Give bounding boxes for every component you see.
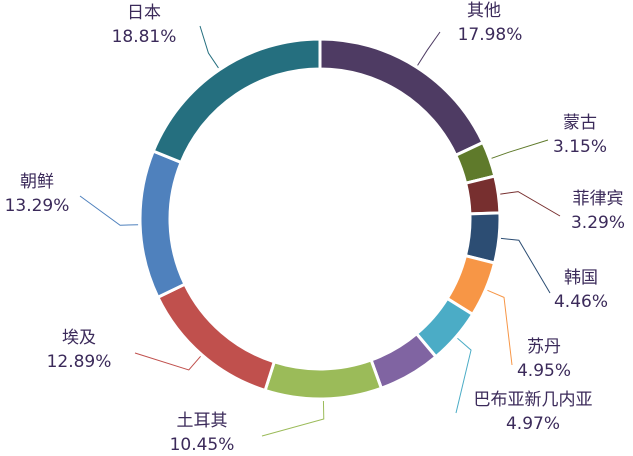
slice-label-2: 蒙古 bbox=[563, 113, 597, 133]
leader-line-9 bbox=[134, 352, 201, 371]
slice-label-8: 土耳其 bbox=[177, 411, 228, 431]
slice-label-11: 日本 bbox=[127, 3, 161, 23]
slice-9 bbox=[155, 282, 277, 393]
slice-value-3: 3.29% bbox=[571, 213, 625, 233]
slice-label-9: 埃及 bbox=[62, 328, 96, 348]
slice-label-5: 苏丹 bbox=[527, 337, 561, 357]
slice-value-2: 3.15% bbox=[553, 137, 607, 157]
leader-line-10 bbox=[79, 195, 139, 226]
slice-10 bbox=[138, 149, 187, 300]
slice-value-10: 13.29% bbox=[5, 196, 70, 216]
leader-line-3 bbox=[500, 191, 561, 217]
slice-label-3: 菲律宾 bbox=[573, 189, 624, 209]
slice-value-11: 18.81% bbox=[112, 27, 177, 47]
leader-line-6 bbox=[455, 337, 472, 414]
slice-label-6: 巴布亚新几内亚 bbox=[474, 390, 593, 410]
leader-line-5 bbox=[487, 289, 513, 366]
leader-line-11 bbox=[199, 25, 219, 69]
donut-slices bbox=[138, 37, 502, 401]
slice-label-10: 朝鲜 bbox=[20, 172, 54, 192]
slice-value-5: 4.95% bbox=[517, 361, 571, 381]
leader-lines bbox=[79, 25, 561, 437]
slice-label-4: 韩国 bbox=[564, 268, 598, 288]
leader-line-2 bbox=[491, 139, 549, 159]
slice-11 bbox=[151, 37, 322, 165]
slice-value-6: 4.97% bbox=[506, 414, 560, 434]
slice-label-1: 其他 bbox=[467, 1, 501, 21]
leader-line-8 bbox=[261, 400, 325, 437]
slice-value-9: 12.89% bbox=[47, 352, 112, 372]
slice-value-1: 17.98% bbox=[458, 25, 523, 45]
slice-8 bbox=[263, 358, 384, 401]
slice-1 bbox=[318, 37, 485, 158]
slice-3 bbox=[463, 174, 502, 216]
leader-line-1 bbox=[417, 31, 441, 66]
leader-line-4 bbox=[500, 237, 551, 294]
slice-value-4: 4.46% bbox=[554, 292, 608, 312]
slice-value-8: 10.45% bbox=[170, 435, 235, 455]
slice-labels: 其他 17.98% 蒙古 3.15% 菲律宾 3.29% 韩国 4.46% 苏丹 4.95% 巴布亚… bbox=[5, 1, 625, 455]
